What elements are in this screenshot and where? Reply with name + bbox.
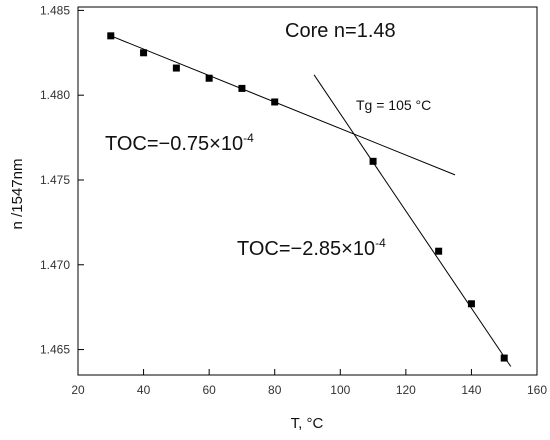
core-index-label: Core n=1.48 — [285, 20, 396, 42]
y-tick-label: 1.465 — [40, 343, 70, 357]
data-point-marker — [271, 98, 279, 106]
x-tick-label: 40 — [137, 383, 151, 397]
data-points — [107, 32, 508, 362]
y-axis-title: n /1547nm — [9, 159, 26, 230]
toc-low-exponent: -4 — [243, 131, 254, 145]
fit-lines — [110, 35, 512, 367]
data-point-marker — [107, 32, 115, 40]
data-point-marker — [238, 84, 246, 92]
data-point-marker — [435, 247, 443, 255]
toc-high-exponent: -4 — [375, 236, 386, 250]
data-point-marker — [369, 157, 377, 165]
data-point-marker — [140, 49, 148, 57]
x-axis-title: T, °C — [291, 415, 324, 432]
x-tick-label: 20 — [71, 383, 85, 397]
y-axis-ticks: 1.465 1.470 1.475 1.480 1.485 — [40, 3, 84, 357]
x-tick-label: 160 — [527, 383, 547, 397]
toc-low-base: TOC=−0.75×10 — [105, 133, 243, 155]
tg-label: Tg = 105 °C — [356, 97, 431, 113]
data-point-marker — [172, 64, 180, 72]
data-point-marker — [205, 74, 213, 82]
x-tick-label: 60 — [202, 383, 216, 397]
y-tick-label: 1.480 — [40, 88, 70, 102]
plot-frame — [77, 6, 538, 376]
x-axis-ticks: 20 40 60 80 100 120 140 160 — [71, 369, 547, 397]
fit-line-1 — [110, 35, 456, 176]
x-tick-label: 140 — [461, 383, 481, 397]
toc-high-base: TOC=−2.85×10 — [237, 238, 375, 260]
x-tick-label: 100 — [330, 383, 350, 397]
toc-low-label: TOC=−0.75×10-4 — [105, 131, 254, 155]
data-point-marker — [467, 300, 475, 308]
x-tick-label: 80 — [268, 383, 282, 397]
toc-high-label: TOC=−2.85×10-4 — [237, 236, 386, 260]
x-tick-label: 120 — [396, 383, 416, 397]
y-tick-label: 1.470 — [40, 258, 70, 272]
data-point-marker — [500, 354, 508, 362]
y-tick-label: 1.485 — [40, 3, 70, 17]
fit-line-2 — [313, 74, 512, 367]
y-tick-label: 1.475 — [40, 173, 70, 187]
